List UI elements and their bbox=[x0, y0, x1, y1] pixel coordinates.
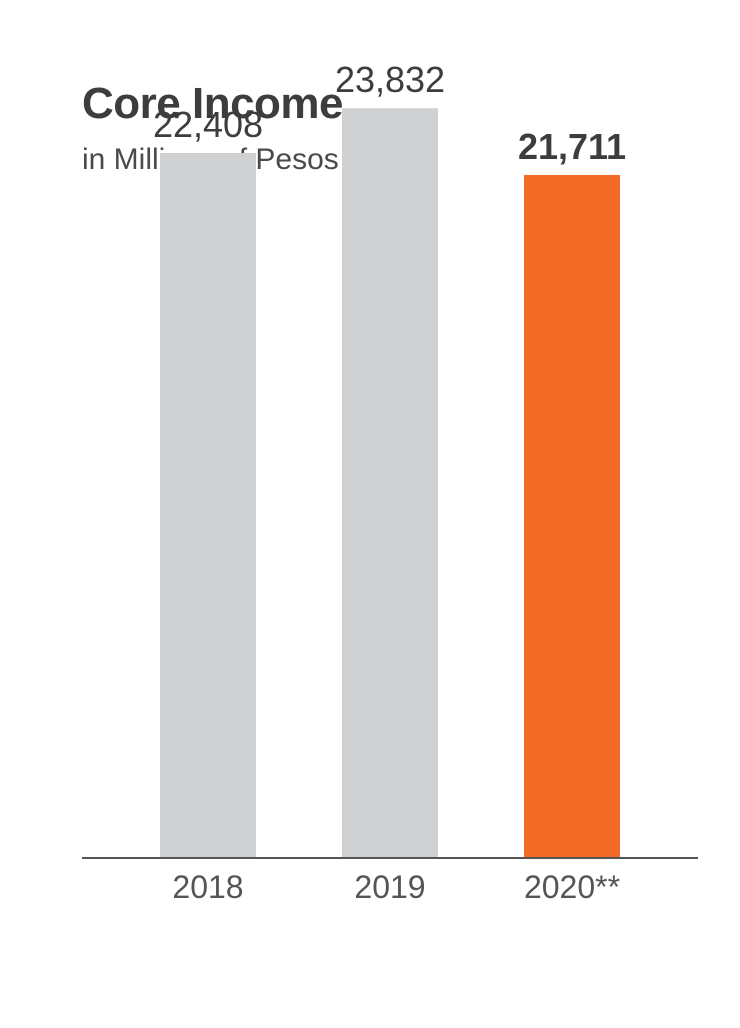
chart-title: Core Income bbox=[82, 79, 344, 128]
bar-2020 bbox=[524, 174, 620, 858]
x-tick-label-2019: 2019 bbox=[354, 869, 425, 905]
value-label-2020: 21,711 bbox=[518, 126, 626, 167]
labels-layer: 22,408 2018 23,832 2019 21,711 2020** bbox=[153, 59, 626, 905]
bar-2018 bbox=[160, 153, 256, 859]
bars-layer bbox=[160, 108, 620, 859]
bar-2019 bbox=[342, 108, 438, 858]
value-label-2018: 22,408 bbox=[153, 104, 263, 145]
x-tick-label-2020: 2020** bbox=[524, 869, 620, 905]
x-tick-label-2018: 2018 bbox=[172, 869, 243, 905]
value-label-2019: 23,832 bbox=[335, 59, 445, 100]
